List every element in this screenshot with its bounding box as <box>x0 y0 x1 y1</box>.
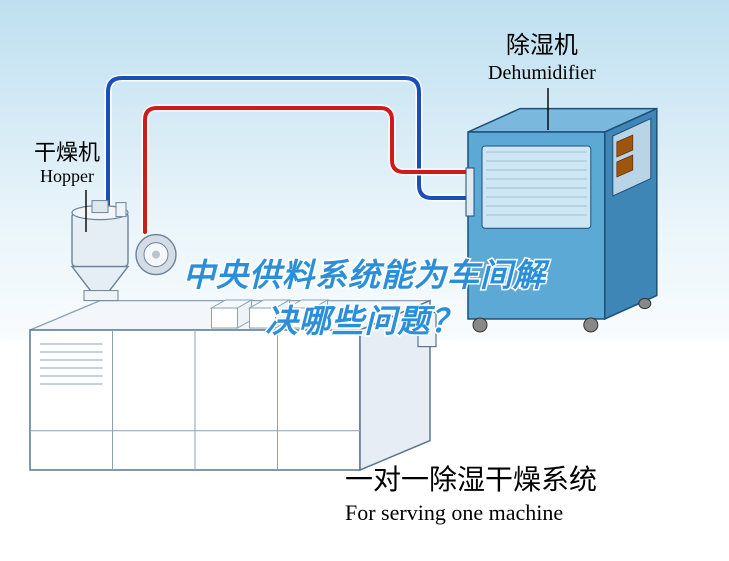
overlay-line2: 决哪些问题？ <box>0 296 729 342</box>
bottom-title-cn: 一对一除湿干燥系统 <box>345 463 597 499</box>
overlay-line1: 中央供料系统能为车间解 <box>0 250 729 296</box>
overlay-headline: 中央供料系统能为车间解 决哪些问题？ <box>0 250 729 342</box>
label-dryer: 干燥机 Hopper <box>34 140 100 188</box>
bottom-title-en: For serving one machine <box>345 499 597 528</box>
label-dryer-cn: 干燥机 <box>34 140 100 166</box>
label-dehumidifier-en: Dehumidifier <box>488 61 596 85</box>
label-dehumidifier: 除湿机 Dehumidifier <box>488 32 596 85</box>
label-dehumidifier-cn: 除湿机 <box>488 32 596 61</box>
bottom-title: 一对一除湿干燥系统 For serving one machine <box>345 463 597 528</box>
label-dryer-en: Hopper <box>34 166 100 188</box>
